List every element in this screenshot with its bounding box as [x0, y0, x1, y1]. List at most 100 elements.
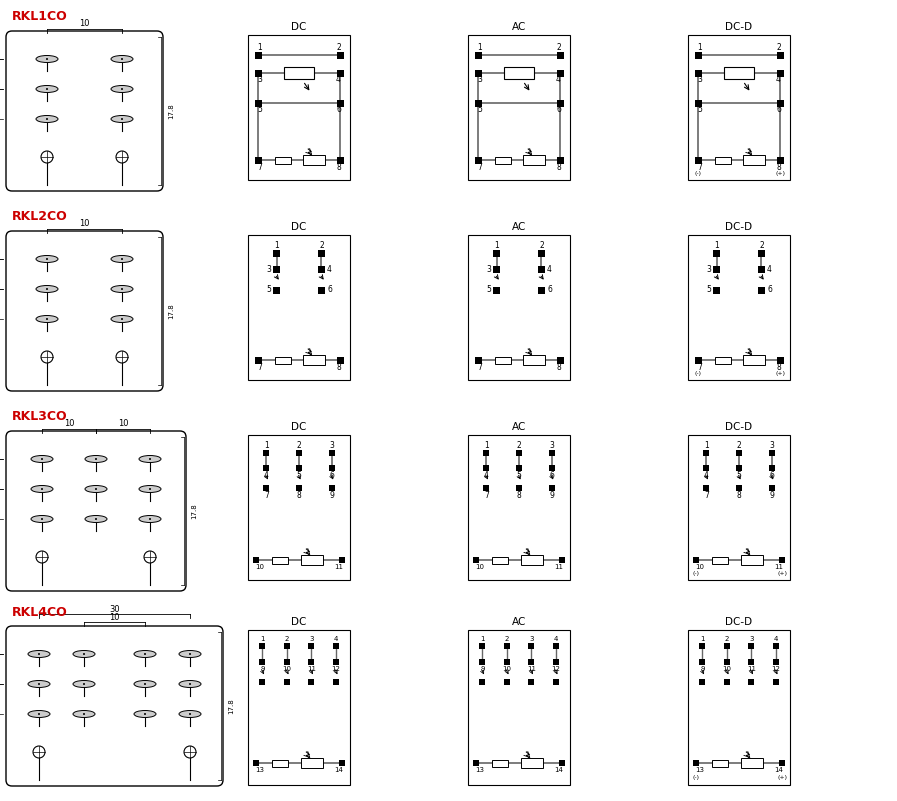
Bar	[772, 659, 779, 665]
Bar	[556, 70, 563, 77]
Bar	[703, 485, 710, 491]
Bar	[274, 156, 291, 163]
Text: 5: 5	[706, 285, 711, 295]
Bar	[516, 450, 522, 456]
Text: 5: 5	[477, 106, 482, 115]
Text: 3: 3	[309, 636, 313, 642]
Bar	[272, 759, 288, 767]
Text: 13: 13	[695, 767, 704, 773]
Text: AC: AC	[512, 222, 527, 232]
Bar	[777, 156, 783, 163]
Bar	[468, 35, 570, 180]
Bar	[479, 643, 485, 649]
Text: AC: AC	[512, 422, 527, 432]
Bar	[743, 155, 765, 165]
Bar	[713, 265, 720, 272]
Text: 7: 7	[477, 163, 482, 171]
Bar	[712, 759, 728, 767]
Text: 14: 14	[774, 767, 783, 773]
Bar	[736, 465, 742, 471]
Ellipse shape	[85, 516, 107, 522]
Ellipse shape	[36, 551, 48, 563]
Text: 3: 3	[257, 75, 262, 84]
Ellipse shape	[73, 710, 95, 718]
Bar	[483, 465, 490, 471]
Bar	[255, 51, 262, 58]
Bar	[688, 35, 790, 180]
Ellipse shape	[144, 683, 146, 685]
Text: 10: 10	[695, 564, 704, 570]
Text: 8: 8	[556, 363, 561, 372]
Text: DC: DC	[292, 22, 307, 32]
Bar	[703, 465, 710, 471]
Ellipse shape	[46, 258, 48, 260]
Bar	[521, 758, 543, 768]
Bar	[296, 450, 302, 456]
Bar	[504, 679, 509, 685]
Text: 5: 5	[257, 106, 262, 115]
Ellipse shape	[121, 288, 123, 290]
Ellipse shape	[83, 653, 85, 655]
Bar	[538, 265, 545, 272]
Bar	[284, 67, 314, 79]
Text: 2: 2	[336, 43, 341, 53]
Bar	[741, 758, 763, 768]
Text: DC-D: DC-D	[726, 422, 753, 432]
Bar	[736, 485, 742, 491]
Text: 11: 11	[774, 564, 783, 570]
Text: 3: 3	[749, 636, 753, 642]
Ellipse shape	[149, 518, 151, 520]
Bar	[475, 99, 482, 107]
Text: DC: DC	[292, 222, 307, 232]
Text: 6: 6	[547, 285, 552, 295]
Text: 5: 5	[697, 106, 701, 115]
Text: 2: 2	[505, 636, 509, 642]
Bar	[758, 287, 765, 293]
Text: 12: 12	[771, 666, 780, 672]
Ellipse shape	[46, 88, 48, 90]
Bar	[549, 450, 554, 456]
Ellipse shape	[149, 488, 151, 490]
Text: DC-D: DC-D	[726, 222, 753, 232]
Bar	[556, 51, 563, 58]
Text: 17.8: 17.8	[168, 303, 174, 319]
Text: 9: 9	[700, 666, 704, 672]
Bar	[328, 450, 335, 456]
Ellipse shape	[83, 713, 85, 715]
Bar	[779, 760, 785, 766]
Text: 1: 1	[714, 240, 718, 249]
Bar	[769, 485, 775, 491]
Bar	[336, 70, 344, 77]
Ellipse shape	[83, 683, 85, 685]
Bar	[248, 235, 350, 380]
Ellipse shape	[95, 458, 97, 460]
Bar	[748, 679, 754, 685]
Bar	[758, 249, 765, 256]
Text: 17.8: 17.8	[168, 103, 174, 119]
Ellipse shape	[139, 516, 161, 522]
Bar	[556, 356, 563, 364]
Bar	[468, 630, 570, 785]
Bar	[283, 643, 290, 649]
Text: 3: 3	[266, 264, 271, 273]
Bar	[492, 557, 508, 563]
Bar	[736, 450, 742, 456]
Bar	[724, 67, 754, 79]
Bar	[473, 557, 479, 563]
Text: 10: 10	[79, 19, 90, 29]
Bar	[556, 156, 563, 163]
Text: 6: 6	[556, 106, 561, 115]
Text: 3: 3	[329, 441, 334, 450]
Text: AC: AC	[512, 617, 527, 627]
Bar	[475, 156, 482, 163]
Bar	[255, 356, 262, 364]
Bar	[559, 760, 565, 766]
Bar	[713, 249, 720, 256]
Bar	[248, 435, 350, 580]
Ellipse shape	[189, 683, 191, 685]
Ellipse shape	[144, 551, 156, 563]
Bar	[492, 759, 508, 767]
Ellipse shape	[36, 285, 58, 292]
Text: (+): (+)	[775, 171, 785, 175]
Ellipse shape	[28, 681, 50, 687]
